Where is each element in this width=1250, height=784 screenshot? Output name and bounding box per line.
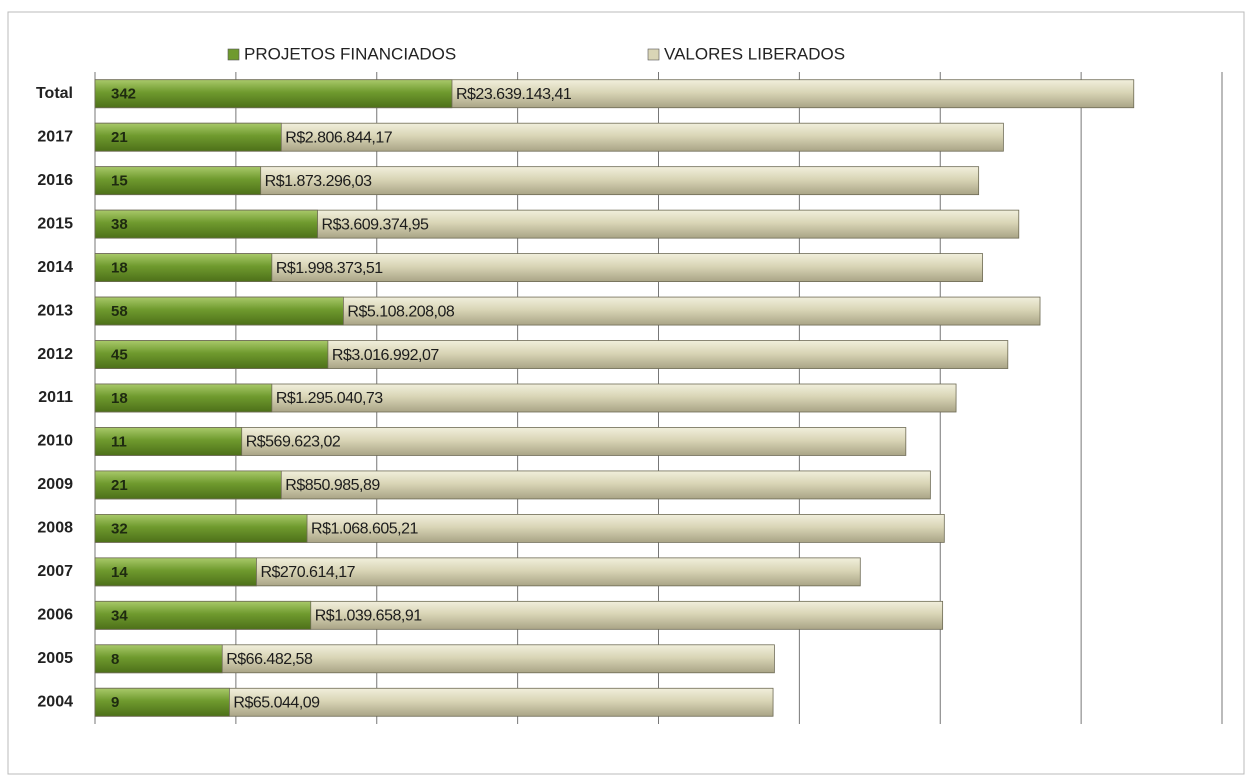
bar (94, 600, 312, 630)
bar (94, 296, 344, 326)
bar (94, 427, 243, 456)
y-tick-label: 2015 (37, 215, 73, 232)
value-label: R$850.985,89 (285, 477, 380, 494)
value-label: R$1.873.296,03 (265, 173, 372, 190)
y-tick-label: 2010 (37, 433, 73, 450)
bar (94, 209, 318, 239)
value-label: R$66.482,58 (226, 651, 313, 668)
value-label: R$5.108.208,08 (347, 303, 454, 320)
legend-swatch (227, 48, 240, 61)
value-label: R$65.044,09 (233, 694, 320, 711)
value-label: R$3.609.374,95 (322, 216, 429, 233)
y-tick-label: Total (36, 85, 73, 102)
bar (94, 470, 282, 500)
count-label: 14 (111, 564, 128, 581)
value-label: R$569.623,02 (246, 434, 341, 451)
value-label: R$1.039.658,91 (315, 608, 422, 625)
count-label: 342 (111, 86, 136, 103)
count-label: 15 (111, 173, 128, 190)
count-label: 38 (111, 216, 128, 233)
bar (94, 166, 262, 196)
y-tick-label: 2014 (37, 259, 73, 276)
y-tick-label: 2009 (37, 476, 73, 493)
y-tick-label: 2016 (37, 172, 73, 189)
count-label: 58 (111, 303, 128, 320)
count-label: 18 (111, 260, 128, 277)
legend-label: PROJETOS FINANCIADOS (244, 44, 456, 63)
value-label: R$1.998.373,51 (276, 260, 383, 277)
count-label: 32 (111, 520, 128, 537)
count-label: 21 (111, 129, 128, 146)
value-label: R$1.295.040,73 (276, 390, 383, 407)
y-tick-label: 2007 (37, 563, 73, 580)
count-label: 11 (111, 433, 127, 450)
value-label: R$2.806.844,17 (285, 129, 392, 146)
y-tick-label: 2004 (37, 693, 73, 710)
bar (94, 687, 230, 717)
count-label: 8 (111, 651, 119, 668)
y-tick-label: 2017 (37, 128, 73, 145)
value-label: R$1.068.605,21 (311, 521, 418, 538)
legend-swatch (647, 48, 660, 61)
bar (94, 644, 223, 674)
value-label: R$23.639.143,41 (456, 86, 572, 103)
bar (94, 383, 273, 413)
y-tick-label: 2005 (37, 650, 73, 667)
count-label: 21 (111, 477, 128, 494)
count-label: 45 (111, 347, 128, 364)
y-tick-label: 2013 (37, 302, 73, 319)
y-tick-label: 2008 (37, 520, 73, 537)
y-tick-label: 2011 (38, 389, 73, 406)
bar (94, 122, 282, 152)
y-tick-label: 2006 (37, 607, 73, 624)
count-label: 18 (111, 390, 128, 407)
bar (94, 79, 453, 109)
bar (94, 514, 308, 543)
count-label: 9 (111, 694, 119, 711)
value-label: R$270.614,17 (260, 564, 355, 581)
bar (94, 340, 329, 369)
y-tick-label: 2012 (37, 346, 73, 363)
bar (94, 253, 273, 283)
bar (94, 557, 257, 587)
value-label: R$3.016.992,07 (332, 347, 439, 364)
count-label: 34 (111, 607, 128, 624)
legend-label: VALORES LIBERADOS (664, 44, 845, 63)
